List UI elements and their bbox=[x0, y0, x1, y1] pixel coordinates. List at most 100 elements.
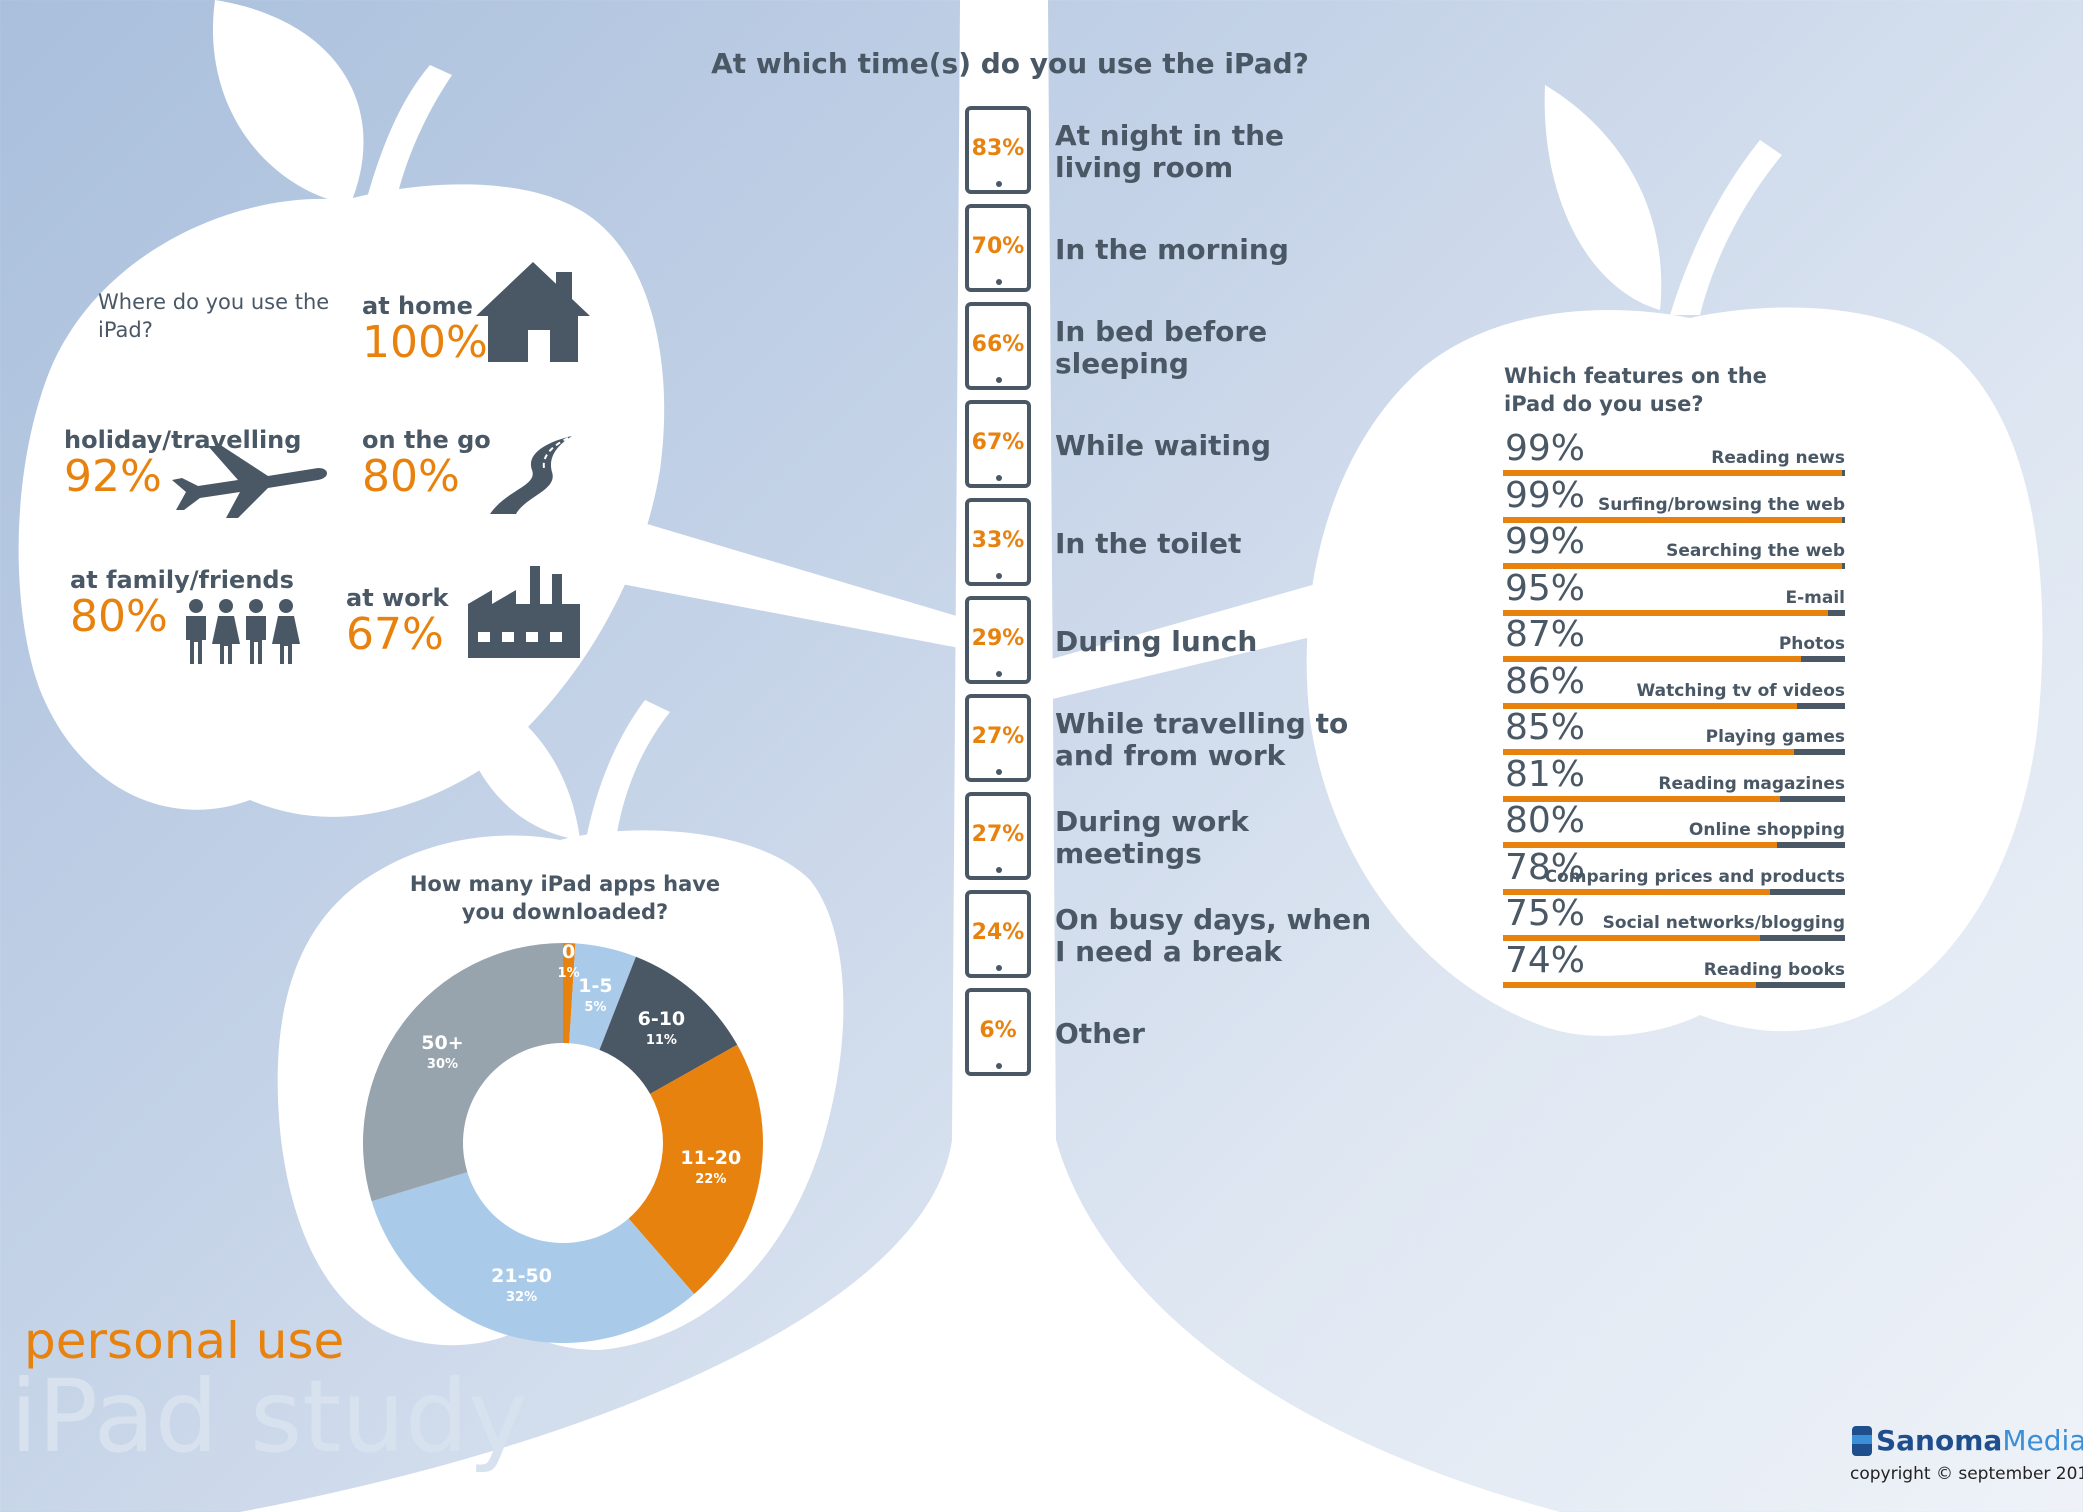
brand-logo: SanomaMedia bbox=[1852, 1424, 2083, 1457]
place-pct: 92% bbox=[64, 451, 162, 502]
feature-bar-track bbox=[1503, 795, 1845, 802]
time-pct: 24% bbox=[971, 920, 1025, 945]
tablet-button bbox=[996, 279, 1002, 285]
donut-value: 30% bbox=[426, 1056, 459, 1072]
time-pct: 66% bbox=[971, 332, 1025, 357]
feature-bar bbox=[1503, 749, 1794, 755]
tablet-icon: 27% bbox=[965, 792, 1031, 880]
feature-bar-track bbox=[1503, 935, 1845, 941]
donut-slice bbox=[628, 1044, 763, 1294]
donut-category: 11-20 bbox=[680, 1146, 742, 1169]
donut-category: 50+ bbox=[421, 1031, 464, 1054]
brand-name-a: Sanoma bbox=[1876, 1424, 2003, 1457]
tablet-button bbox=[996, 1063, 1002, 1069]
feature-pct: 99% bbox=[1505, 428, 1586, 469]
tree-branch-right bbox=[1048, 580, 1340, 700]
time-row: 70% In the morning bbox=[965, 204, 1345, 296]
tablet-icon: 67% bbox=[965, 400, 1031, 488]
feature-label: Surfing/browsing the web bbox=[1598, 494, 1845, 515]
feature-row: 99% Reading news bbox=[1503, 428, 1845, 476]
donut-slice bbox=[371, 1172, 695, 1343]
feature-bar bbox=[1503, 563, 1842, 569]
place-home: at home 100% bbox=[362, 292, 488, 366]
airplane-icon bbox=[172, 446, 327, 518]
time-label: On busy days, when I need a break bbox=[1055, 903, 1372, 968]
time-row: 27% During work meetings bbox=[965, 792, 1345, 884]
place-family: at family/friends 80% bbox=[70, 566, 294, 640]
feature-bar-track bbox=[1503, 516, 1845, 523]
place-pct: 67% bbox=[346, 609, 444, 660]
family-icon bbox=[186, 599, 300, 664]
feature-bar-track bbox=[1503, 749, 1845, 755]
feature-bar-track bbox=[1503, 563, 1845, 569]
feature-bar bbox=[1503, 702, 1798, 709]
feature-row: 99% Surfing/browsing the web bbox=[1503, 475, 1845, 523]
time-row: 29% During lunch bbox=[965, 596, 1345, 688]
donut-slice bbox=[563, 943, 576, 1044]
time-pct: 29% bbox=[971, 626, 1025, 651]
feature-row: 78% Comparing prices and products bbox=[1503, 847, 1845, 895]
time-pct: 83% bbox=[971, 136, 1025, 161]
copyright-icon: © bbox=[1935, 1464, 1953, 1484]
tablet-button bbox=[996, 867, 1002, 873]
donut-category: 21-50 bbox=[491, 1265, 552, 1288]
time-label: While travelling to and from work bbox=[1055, 707, 1349, 772]
feature-pct: 95% bbox=[1505, 567, 1586, 609]
feature-pct: 75% bbox=[1505, 893, 1586, 934]
apple-leaf-right bbox=[1544, 85, 1662, 310]
feature-bar bbox=[1503, 888, 1770, 895]
places-question: Where do you use the iPad? bbox=[98, 290, 330, 342]
place-pct: 80% bbox=[70, 591, 168, 642]
copyright-label: copyright bbox=[1850, 1464, 1931, 1484]
place-label: on the go bbox=[362, 426, 491, 454]
time-pct: 27% bbox=[971, 724, 1025, 749]
feature-row: 95% E-mail bbox=[1503, 568, 1845, 616]
feature-pct: 99% bbox=[1505, 474, 1586, 516]
feature-bar bbox=[1503, 795, 1781, 802]
feature-row: 86% Watching tv of videos bbox=[1503, 661, 1845, 709]
feature-label: Social networks/blogging bbox=[1602, 913, 1845, 933]
feature-bar bbox=[1503, 935, 1760, 941]
feature-bar-track bbox=[1503, 842, 1845, 848]
tablet-icon: 66% bbox=[965, 302, 1031, 390]
tablet-icon: 24% bbox=[965, 890, 1031, 978]
time-row: 83% At night in the living room bbox=[965, 106, 1345, 198]
donut-title: How many iPad apps have you downloaded? bbox=[409, 872, 721, 924]
donut-slice bbox=[362, 943, 563, 1202]
place-pct: 80% bbox=[362, 451, 460, 502]
tablet-icon: 6% bbox=[965, 988, 1031, 1076]
time-pct: 27% bbox=[971, 822, 1025, 847]
time-row: 33% In the toilet bbox=[965, 498, 1345, 590]
footer-title: iPad study bbox=[10, 1358, 528, 1475]
copyright-date: september 2011 bbox=[1958, 1464, 2083, 1484]
feature-bar-track bbox=[1503, 888, 1845, 895]
donut-label: 50+ 30% bbox=[402, 1032, 482, 1076]
apple-stem-bottom bbox=[585, 700, 670, 845]
feature-bar-track bbox=[1503, 609, 1845, 616]
tablet-button bbox=[996, 769, 1002, 775]
donut-value: 22% bbox=[695, 1171, 727, 1187]
apple-stem-top-left bbox=[365, 65, 452, 205]
feature-label: Playing games bbox=[1705, 727, 1845, 747]
features-title: Which features on the iPad do you use? bbox=[1504, 364, 1767, 416]
donut-value: 5% bbox=[584, 999, 607, 1015]
factory-icon bbox=[468, 566, 580, 658]
times-question: At which time(s) do you use the iPad? bbox=[711, 47, 1309, 80]
time-label: While waiting bbox=[1055, 429, 1272, 462]
feature-pct: 87% bbox=[1505, 614, 1586, 655]
tablet-icon: 83% bbox=[965, 106, 1031, 194]
time-pct: 70% bbox=[971, 234, 1025, 259]
time-row: 24% On busy days, when I need a break bbox=[965, 890, 1371, 982]
place-label: at work bbox=[346, 584, 449, 612]
time-row: 66% In bed before sleeping bbox=[965, 302, 1345, 394]
feature-pct: 86% bbox=[1505, 660, 1586, 702]
donut-value: 11% bbox=[645, 1032, 677, 1048]
apple-leaf-top-left bbox=[212, 0, 364, 205]
feature-label: Searching the web bbox=[1666, 541, 1845, 561]
feature-bar bbox=[1503, 981, 1757, 988]
feature-label: Comparing prices and products bbox=[1544, 866, 1845, 887]
tablet-button bbox=[996, 573, 1002, 579]
feature-row: 74% Reading books bbox=[1503, 940, 1845, 988]
place-label: holiday/travelling bbox=[64, 426, 302, 454]
tablet-button bbox=[996, 965, 1002, 971]
